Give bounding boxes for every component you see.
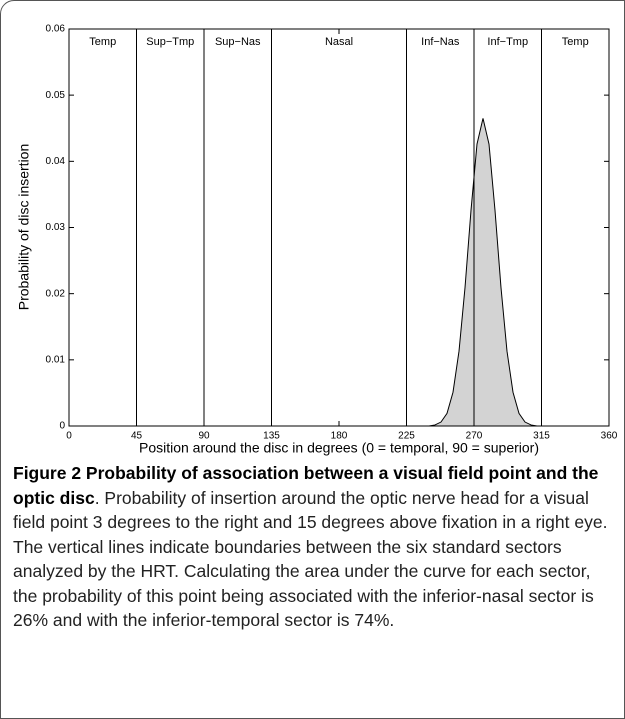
x-tick-label: 0 [66, 431, 72, 442]
x-tick-label: 45 [131, 431, 143, 442]
x-tick-label: 135 [263, 431, 280, 442]
y-tick-label: 0.05 [46, 90, 66, 101]
sector-label: Temp [562, 36, 589, 48]
sector-label: Nasal [325, 36, 353, 48]
caption-title: Figure 2 Probability of association betw… [13, 463, 599, 508]
curve [69, 118, 609, 427]
y-tick-label: 0.03 [46, 222, 66, 233]
x-axis-label: Position around the disc in degrees (0 =… [139, 440, 539, 456]
x-tick-label: 225 [398, 431, 415, 442]
x-tick-label: 360 [601, 431, 618, 442]
y-tick-label: 0.01 [46, 354, 66, 365]
x-tick-label: 90 [198, 431, 210, 442]
y-tick-label: 0.02 [46, 288, 66, 299]
y-tick-label: 0.06 [46, 24, 66, 35]
plot-frame [68, 28, 610, 427]
caption-text: . Probability of insertion around the op… [13, 487, 608, 631]
y-tick-label: 0.04 [46, 156, 66, 167]
sector-label: Sup−Tmp [146, 36, 194, 48]
y-tick-label: 0 [59, 421, 65, 432]
sector-label: Temp [89, 36, 116, 48]
x-tick-label: 180 [331, 431, 348, 442]
chart: Position around the disc in degrees (0 =… [16, 24, 618, 456]
x-tick-label: 270 [466, 431, 483, 442]
sector-label: Sup−Nas [215, 36, 261, 48]
caption: Figure 2 Probability of association betw… [13, 461, 615, 633]
area [69, 118, 609, 426]
sector-label: Inf−Tmp [487, 36, 528, 48]
y-axis-label: Probability of disc insertion [16, 144, 32, 311]
sector-label: Inf−Nas [421, 36, 460, 48]
x-tick-label: 315 [533, 431, 550, 442]
